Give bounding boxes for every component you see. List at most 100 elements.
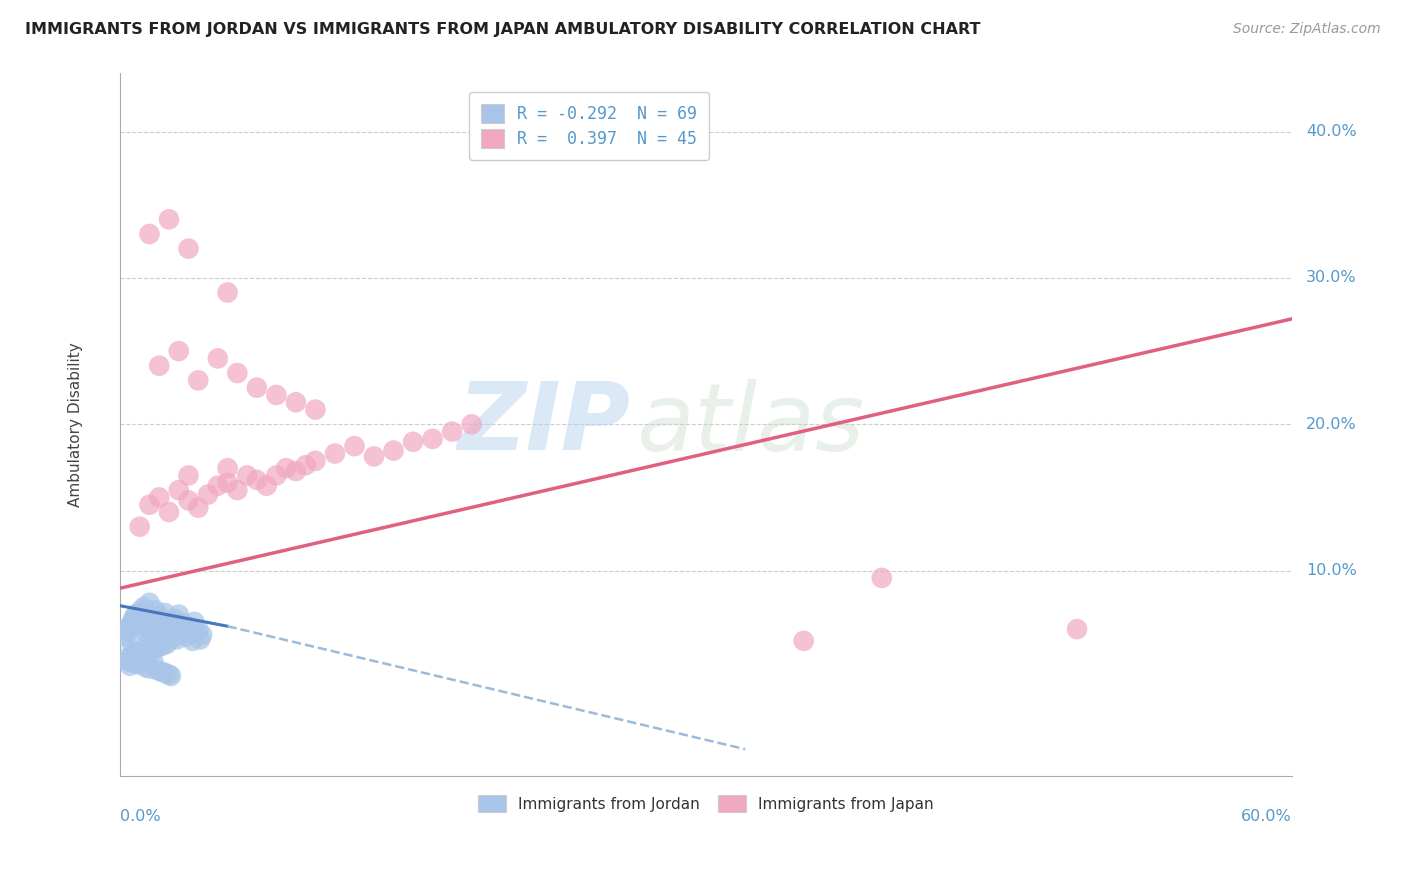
Point bbox=[131, 653, 153, 667]
Point bbox=[150, 626, 173, 640]
Point bbox=[187, 500, 209, 515]
Point bbox=[131, 617, 153, 632]
Point bbox=[135, 660, 157, 674]
Point bbox=[142, 654, 165, 668]
Point bbox=[304, 454, 326, 468]
Point bbox=[177, 242, 200, 256]
Point bbox=[173, 622, 195, 636]
Point bbox=[422, 432, 444, 446]
Point bbox=[186, 625, 208, 640]
Point bbox=[153, 606, 176, 620]
Text: Ambulatory Disability: Ambulatory Disability bbox=[67, 342, 83, 507]
Point bbox=[166, 632, 188, 647]
Point bbox=[156, 628, 179, 642]
Point bbox=[127, 657, 149, 672]
Point bbox=[132, 600, 155, 615]
Point bbox=[143, 640, 166, 654]
Point bbox=[135, 625, 157, 640]
Point bbox=[187, 373, 209, 387]
Point bbox=[125, 644, 148, 658]
Point bbox=[226, 483, 249, 497]
Text: 30.0%: 30.0% bbox=[1306, 270, 1357, 285]
Point bbox=[118, 658, 141, 673]
Point bbox=[125, 646, 148, 660]
Point bbox=[183, 615, 205, 629]
Point bbox=[179, 626, 201, 640]
Point bbox=[167, 607, 190, 622]
Point bbox=[142, 630, 165, 644]
Point bbox=[157, 505, 180, 519]
Point bbox=[163, 612, 186, 626]
Point bbox=[148, 609, 170, 624]
Point bbox=[152, 638, 174, 652]
Point bbox=[121, 637, 143, 651]
Point bbox=[117, 654, 139, 668]
Text: 60.0%: 60.0% bbox=[1241, 809, 1292, 824]
Point bbox=[177, 619, 200, 633]
Point bbox=[323, 446, 346, 460]
Point bbox=[191, 628, 214, 642]
Point bbox=[157, 212, 180, 227]
Point bbox=[217, 461, 239, 475]
Point bbox=[156, 637, 179, 651]
Point bbox=[112, 630, 135, 644]
Point bbox=[284, 395, 307, 409]
Point bbox=[136, 622, 159, 636]
Point bbox=[172, 616, 194, 631]
Point bbox=[177, 493, 200, 508]
Point bbox=[128, 605, 150, 619]
Point bbox=[1066, 622, 1088, 636]
Legend: Immigrants from Jordan, Immigrants from Japan: Immigrants from Jordan, Immigrants from … bbox=[472, 789, 939, 819]
Point bbox=[402, 434, 425, 449]
Point bbox=[118, 619, 141, 633]
Text: 40.0%: 40.0% bbox=[1306, 124, 1357, 139]
Point bbox=[146, 663, 169, 677]
Point bbox=[121, 648, 143, 663]
Point bbox=[236, 468, 259, 483]
Point bbox=[138, 596, 160, 610]
Text: atlas: atlas bbox=[636, 379, 863, 470]
Point bbox=[304, 402, 326, 417]
Point bbox=[284, 464, 307, 478]
Point bbox=[266, 468, 288, 483]
Point bbox=[276, 461, 298, 475]
Point bbox=[246, 473, 269, 487]
Point bbox=[153, 666, 176, 681]
Point bbox=[181, 633, 204, 648]
Point bbox=[217, 475, 239, 490]
Text: 0.0%: 0.0% bbox=[120, 809, 160, 824]
Text: ZIP: ZIP bbox=[457, 378, 630, 470]
Point bbox=[188, 632, 211, 647]
Point bbox=[294, 458, 316, 473]
Point bbox=[121, 615, 143, 629]
Point bbox=[160, 669, 183, 683]
Point bbox=[363, 450, 385, 464]
Point bbox=[256, 479, 278, 493]
Point bbox=[162, 631, 184, 645]
Point bbox=[460, 417, 482, 432]
Point bbox=[125, 607, 148, 622]
Point bbox=[141, 613, 163, 627]
Point bbox=[136, 642, 159, 657]
Point bbox=[143, 603, 166, 617]
Point bbox=[217, 285, 239, 300]
Point bbox=[266, 388, 288, 402]
Point bbox=[115, 622, 138, 636]
Point bbox=[127, 612, 149, 626]
Point bbox=[148, 640, 170, 654]
Point bbox=[138, 633, 160, 648]
Point bbox=[150, 665, 173, 679]
Point bbox=[148, 491, 170, 505]
Point bbox=[207, 479, 229, 493]
Point bbox=[167, 483, 190, 497]
Text: 10.0%: 10.0% bbox=[1306, 563, 1357, 578]
Point bbox=[170, 625, 193, 640]
Point bbox=[870, 571, 893, 585]
Point bbox=[128, 519, 150, 533]
Point bbox=[207, 351, 229, 366]
Point bbox=[246, 381, 269, 395]
Point bbox=[177, 468, 200, 483]
Point bbox=[132, 647, 155, 661]
Text: Source: ZipAtlas.com: Source: ZipAtlas.com bbox=[1233, 22, 1381, 37]
Point bbox=[343, 439, 366, 453]
